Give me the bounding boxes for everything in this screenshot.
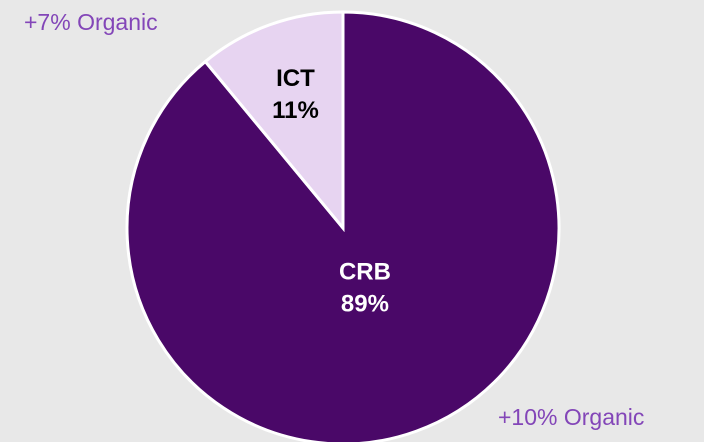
annotation: +7% Organic xyxy=(24,9,158,35)
pie-slice xyxy=(203,10,345,233)
slice-value-label: 11% xyxy=(272,97,319,124)
slice-category-label: ICT xyxy=(276,65,315,92)
slice-category-label: CRB xyxy=(339,258,391,285)
slice-value-label: 89% xyxy=(341,290,389,317)
annotation: +10% Organic xyxy=(498,404,644,430)
